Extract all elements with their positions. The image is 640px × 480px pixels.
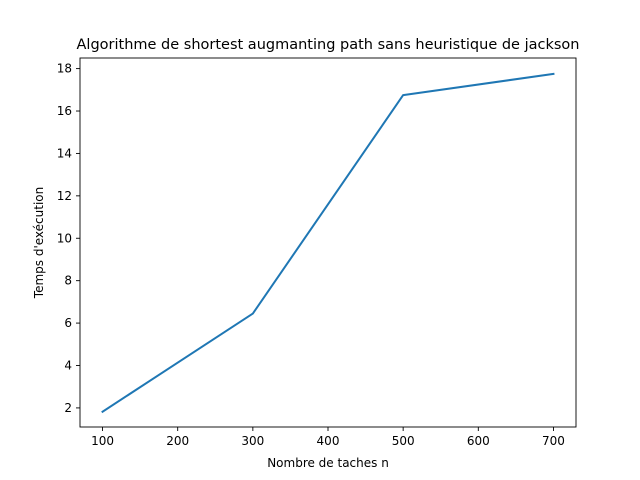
x-tick-label: 500 (392, 434, 415, 448)
x-tick-label: 100 (91, 434, 114, 448)
y-tick-label: 12 (57, 189, 72, 203)
y-tick-label: 18 (57, 62, 72, 76)
y-tick-label: 4 (64, 359, 72, 373)
y-axis-label: Temps d'exécution (32, 187, 46, 299)
x-tick-label: 700 (542, 434, 565, 448)
y-tick-label: 8 (64, 274, 72, 288)
x-tick-label: 400 (317, 434, 340, 448)
x-tick-label: 200 (166, 434, 189, 448)
series-layer (101, 72, 555, 414)
ticks-layer: 100 200 300 400 500 600 700 2 4 6 8 10 12 14 16 18 (57, 62, 565, 448)
x-axis-label: Nombre de taches n (267, 456, 389, 470)
y-tick-label: 16 (57, 104, 72, 118)
plot-frame (79, 57, 577, 428)
x-tick-label: 600 (467, 434, 490, 448)
x-tick-label: 300 (241, 434, 264, 448)
y-tick-label: 10 (57, 231, 72, 245)
series-line (101, 72, 555, 414)
chart-title: Algorithme de shortest augmanting path s… (77, 37, 580, 53)
y-tick-label: 2 (64, 401, 72, 415)
y-tick-label: 14 (57, 146, 72, 160)
y-tick-label: 6 (64, 316, 72, 330)
